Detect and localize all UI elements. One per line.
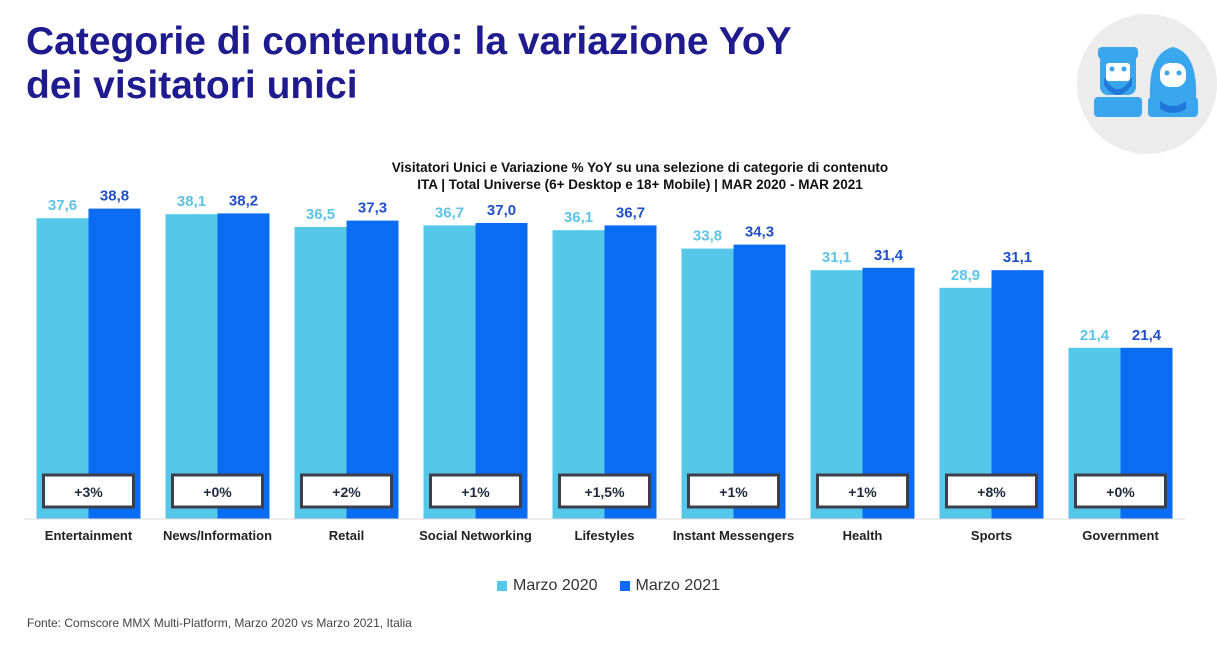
legend-item-2021: Marzo 2021 bbox=[619, 577, 721, 595]
bar-marzo-2021 bbox=[475, 223, 528, 519]
bar-marzo-2021 bbox=[346, 220, 399, 519]
female-avatar-icon bbox=[1148, 47, 1198, 117]
data-label-marzo-2020: 33,8 bbox=[693, 228, 722, 245]
yoy-change-box bbox=[558, 473, 651, 509]
data-label-marzo-2021: 38,2 bbox=[229, 192, 258, 209]
data-label-marzo-2021: 37,3 bbox=[358, 200, 387, 217]
source-note: Fonte: Comscore MMX Multi-Platform, Marz… bbox=[27, 616, 412, 630]
data-label-marzo-2020: 38,1 bbox=[177, 193, 206, 210]
yoy-change-box bbox=[1074, 473, 1167, 509]
yoy-change-box bbox=[42, 473, 135, 509]
legend-swatch-2020 bbox=[497, 581, 507, 591]
data-label-marzo-2021: 21,4 bbox=[1132, 327, 1162, 344]
yoy-change-box bbox=[945, 473, 1038, 509]
yoy-change-label: +1% bbox=[719, 484, 748, 500]
bar-marzo-2020 bbox=[423, 225, 476, 519]
category-label: Instant Messengers bbox=[673, 528, 794, 543]
yoy-change-box bbox=[816, 473, 909, 509]
data-label-marzo-2020: 31,1 bbox=[822, 249, 851, 266]
yoy-change-label: +8% bbox=[977, 484, 1006, 500]
bar-chart: 37,6 38,8 +3% Entertainment 38,1 38,2 +0% News/… bbox=[24, 188, 1185, 543]
bar-marzo-2020 bbox=[36, 218, 89, 519]
yoy-change-box bbox=[171, 473, 264, 509]
male-avatar-icon bbox=[1094, 47, 1142, 117]
category-label: Government bbox=[1082, 528, 1159, 543]
category-label: News/Information bbox=[163, 528, 272, 543]
bar-marzo-2021 bbox=[604, 225, 657, 519]
yoy-change-label: +3% bbox=[74, 484, 103, 500]
category-label: Health bbox=[843, 528, 883, 543]
category-label: Social Networking bbox=[419, 528, 532, 543]
bar-marzo-2020 bbox=[552, 230, 605, 519]
chart-legend: Marzo 2020 Marzo 2021 bbox=[0, 577, 1217, 595]
male-female-avatars-icon bbox=[1077, 14, 1217, 154]
bar-marzo-2021 bbox=[733, 244, 786, 519]
data-label-marzo-2021: 31,4 bbox=[874, 247, 904, 264]
category-label: Sports bbox=[971, 528, 1012, 543]
data-label-marzo-2021: 34,3 bbox=[745, 224, 774, 241]
bar-marzo-2021 bbox=[217, 213, 270, 519]
yoy-change-label: +0% bbox=[203, 484, 232, 500]
yoy-change-box bbox=[300, 473, 393, 509]
data-label-marzo-2020: 21,4 bbox=[1080, 327, 1110, 344]
page-title-line-2: dei visitatori unici bbox=[26, 64, 358, 107]
chart-subtitle: ITA | Total Universe (6+ Desktop e 18+ M… bbox=[417, 177, 863, 192]
legend-label-2020: Marzo 2020 bbox=[513, 577, 598, 594]
data-label-marzo-2020: 36,5 bbox=[306, 206, 335, 223]
bar-marzo-2021 bbox=[88, 208, 141, 519]
bar-marzo-2020 bbox=[165, 214, 218, 519]
category-label: Lifestyles bbox=[575, 528, 635, 543]
yoy-change-label: +1% bbox=[461, 484, 490, 500]
legend-item-2020: Marzo 2020 bbox=[497, 577, 598, 595]
chart-heading: Visitatori Unici e Variazione % YoY su u… bbox=[340, 159, 940, 193]
yoy-change-box bbox=[429, 473, 522, 509]
data-label-marzo-2021: 37,0 bbox=[487, 202, 516, 219]
bar-marzo-2020 bbox=[294, 227, 347, 519]
yoy-change-label: +1% bbox=[848, 484, 877, 500]
data-label-marzo-2021: 36,7 bbox=[616, 204, 645, 221]
yoy-change-label: +2% bbox=[332, 484, 361, 500]
yoy-change-box bbox=[687, 473, 780, 509]
yoy-change-label: +0% bbox=[1106, 484, 1135, 500]
data-label-marzo-2020: 36,1 bbox=[564, 209, 593, 226]
category-label: Retail bbox=[329, 528, 364, 543]
legend-swatch-2021 bbox=[619, 581, 630, 591]
page-title-line-1: Categorie di contenuto: la variazione Yo… bbox=[26, 20, 792, 63]
data-label-marzo-2020: 28,9 bbox=[951, 267, 980, 284]
data-label-marzo-2020: 37,6 bbox=[48, 197, 77, 214]
yoy-change-label: +1,5% bbox=[584, 484, 625, 500]
chart-title: Visitatori Unici e Variazione % YoY su u… bbox=[391, 160, 889, 175]
legend-label-2021: Marzo 2021 bbox=[635, 577, 721, 594]
category-label: Entertainment bbox=[45, 528, 133, 543]
data-label-marzo-2021: 31,1 bbox=[1003, 249, 1032, 266]
data-label-marzo-2020: 36,7 bbox=[435, 204, 464, 221]
page-title: Categorie di contenuto: la variazione Yo… bbox=[26, 20, 926, 108]
data-label-marzo-2021: 38,8 bbox=[100, 188, 129, 205]
